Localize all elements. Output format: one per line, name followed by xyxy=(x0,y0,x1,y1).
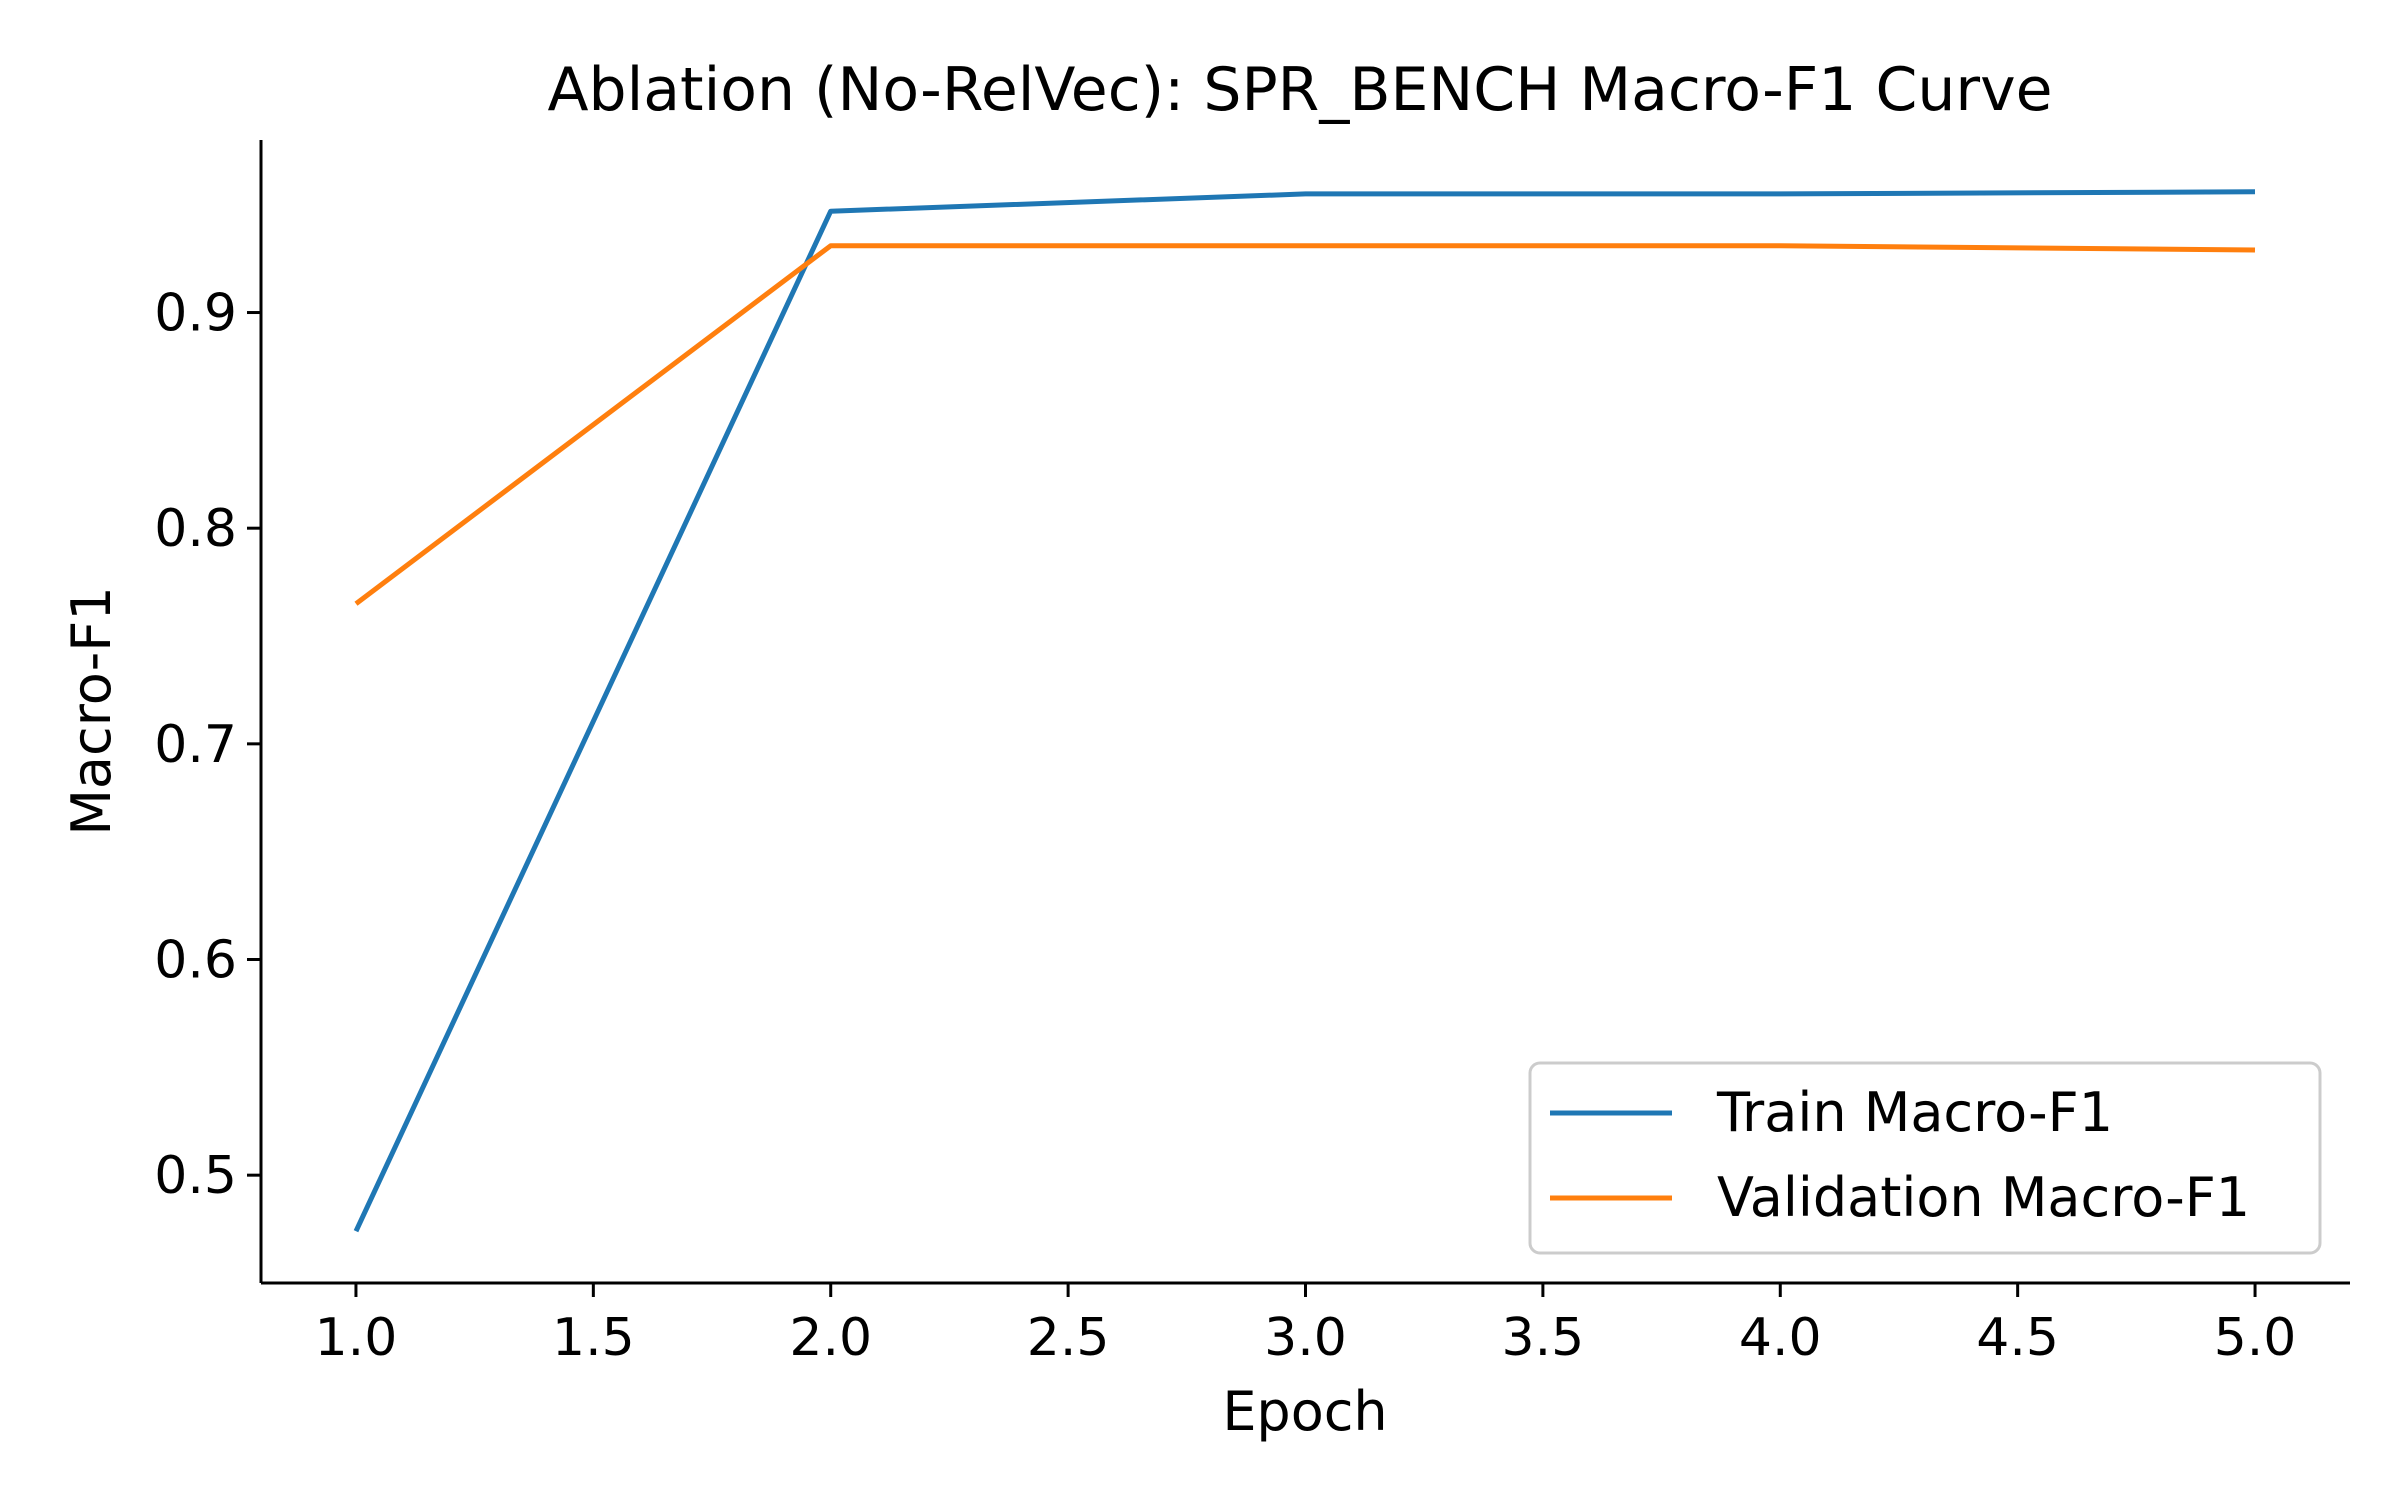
x-tick-label: 4.0 xyxy=(1739,1308,1822,1368)
x-tick-label: 3.5 xyxy=(1502,1308,1585,1368)
y-tick-label: 0.5 xyxy=(154,1146,237,1206)
x-tick-label: 2.5 xyxy=(1027,1308,1110,1368)
y-tick-label: 0.6 xyxy=(154,931,237,991)
y-tick-label: 0.7 xyxy=(154,715,237,775)
x-tick-label: 2.0 xyxy=(789,1308,872,1368)
plot-lines xyxy=(353,189,2256,1233)
x-tick-label: 1.0 xyxy=(315,1308,398,1368)
chart-title: Ablation (No-RelVec): SPR_BENCH Macro-F1… xyxy=(547,55,2052,125)
x-ticks: 1.0 1.5 2.0 2.5 3.0 3.5 4.0 4.5 5.0 xyxy=(315,1283,2297,1368)
legend-label-validation: Validation Macro-F1 xyxy=(1717,1166,2250,1229)
x-tick-label: 3.0 xyxy=(1264,1308,1347,1368)
legend: Train Macro-F1 Validation Macro-F1 xyxy=(1528,1061,2322,1255)
x-tick-label: 4.5 xyxy=(1976,1308,2059,1368)
y-tick-label: 0.9 xyxy=(154,284,237,344)
y-ticks: 0.5 0.6 0.7 0.8 0.9 xyxy=(154,284,261,1206)
x-axis-label: Epoch xyxy=(1222,1380,1387,1443)
series-line-train xyxy=(353,189,2256,1233)
y-tick-label: 0.8 xyxy=(154,499,237,559)
x-tick-label: 5.0 xyxy=(2214,1308,2297,1368)
legend-label-train: Train Macro-F1 xyxy=(1716,1081,2113,1144)
legend-box xyxy=(1528,1061,2322,1255)
series-line-validation xyxy=(354,243,2256,606)
y-axis-label: Macro-F1 xyxy=(60,586,123,835)
x-tick-label: 1.5 xyxy=(552,1308,635,1368)
